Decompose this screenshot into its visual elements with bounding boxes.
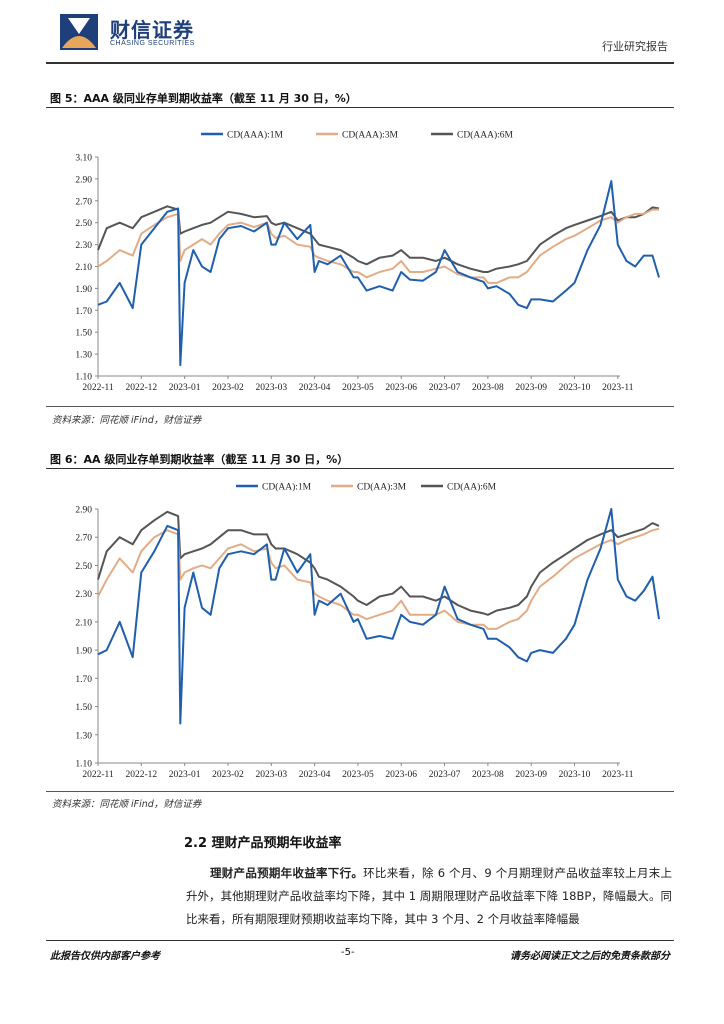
- y-tick-label: 1.10: [75, 373, 92, 383]
- series-line-cd-aaa-3m: [97, 208, 659, 284]
- x-tick-label: 2023-02: [212, 770, 244, 780]
- x-tick-label: 2023-05: [342, 383, 374, 393]
- x-tick-label: 2023-07: [429, 770, 461, 780]
- aa-cd-yield-chart: 2.90 2.70 2.50 2.30 2.10 1.90 1.70 1.50 1.30 1.10…: [75, 482, 660, 780]
- x-tick-label: 2023-10: [559, 383, 591, 393]
- company-name: 财信证券: [110, 18, 194, 42]
- figure-5-source: 资料来源：同花顺 iFind，财信证券: [52, 415, 202, 426]
- x-tick-label: 2023-06: [385, 770, 417, 780]
- paragraph-lead: 理财产品预期年收益率下行。: [210, 866, 364, 880]
- x-tick-label: 2023-03: [255, 770, 287, 780]
- y-tick-label: 1.30: [75, 731, 92, 741]
- y-tick-label: 2.70: [75, 197, 92, 207]
- figure-6-bottom-divider: [46, 791, 674, 792]
- y-tick-label: 2.50: [75, 562, 92, 572]
- x-tick-label: 2022-12: [125, 383, 157, 393]
- x-tick-label: 2023-01: [169, 383, 201, 393]
- footer-disclaimer-left: 此报告仅供内部客户参考: [50, 951, 160, 962]
- y-tick-label: 1.30: [75, 351, 92, 361]
- footer-divider: [46, 940, 674, 941]
- company-logo-icon: [60, 14, 98, 50]
- x-tick-label: 2023-09: [515, 770, 547, 780]
- x-tick-label: 2022-12: [125, 770, 157, 780]
- x-tick-label: 2023-09: [515, 383, 547, 393]
- figure-6-title-divider: [46, 468, 674, 469]
- x-tick-label: 2022-11: [82, 770, 114, 780]
- figure-5-title: 图 5：AAA 级同业存单到期收益率（截至 11 月 30 日，%）: [50, 92, 357, 105]
- y-tick-label: 2.90: [75, 506, 92, 516]
- company-name-en: CHASING SECURITIES: [110, 40, 195, 47]
- x-tick-label: 2023-08: [472, 383, 504, 393]
- figure-5-bottom-divider: [46, 406, 674, 407]
- figure-6-title: 图 6：AA 级同业存单到期收益率（截至 11 月 30 日，%）: [50, 453, 349, 466]
- series-line-cd-aaa-1m: [97, 180, 660, 367]
- footer-disclaimer-right: 请务必阅读正文之后的免责条款部分: [510, 951, 670, 962]
- y-tick-label: 1.10: [75, 760, 92, 770]
- x-tick-label: 2023-05: [342, 770, 374, 780]
- x-tick-label: 2023-04: [299, 770, 331, 780]
- figure-5-title-divider: [46, 107, 674, 108]
- y-tick-label: 2.90: [75, 175, 92, 185]
- y-tick-label: 2.30: [75, 241, 92, 251]
- page-number: -5-: [341, 947, 355, 958]
- x-tick-label: 2022-11: [82, 383, 114, 393]
- series-line-cd-aa-1m: [97, 508, 660, 725]
- series-line-cd-aa-3m: [97, 527, 660, 630]
- series-line-cd-aaa-6m: [97, 205, 660, 273]
- paragraph-body: 环比来看，除 6 个月、9 个月期理财产品收益率较上月末上升外，其他期理财产品收…: [186, 866, 672, 926]
- aaa-cd-yield-chart: 3.10 2.90 2.70 2.50 2.30 2.10 1.90 1.70 1.50 1.30…: [75, 130, 660, 393]
- series-line-cd-aa-6m: [97, 510, 660, 616]
- legend-label: CD(AA):1M: [262, 482, 312, 493]
- x-tick-label: 2023-06: [385, 383, 417, 393]
- y-tick-label: 1.50: [75, 329, 92, 339]
- legend-label: CD(AAA):6M: [457, 130, 513, 141]
- legend-label: CD(AAA):3M: [342, 130, 398, 141]
- y-tick-label: 1.70: [75, 675, 92, 685]
- legend-label: CD(AA):3M: [357, 482, 407, 493]
- legend-label: CD(AA):6M: [447, 482, 497, 493]
- y-tick-label: 1.90: [75, 647, 92, 657]
- legend-label: CD(AAA):1M: [227, 130, 283, 141]
- x-tick-label: 2023-03: [255, 383, 287, 393]
- x-tick-label: 2023-10: [559, 770, 591, 780]
- x-tick-label: 2023-08: [472, 770, 504, 780]
- y-tick-label: 1.90: [75, 285, 92, 295]
- y-tick-label: 2.30: [75, 590, 92, 600]
- report-type-label: 行业研究报告: [602, 40, 668, 53]
- x-tick-label: 2023-02: [212, 383, 244, 393]
- y-tick-label: 1.70: [75, 307, 92, 317]
- y-tick-label: 2.10: [75, 618, 92, 628]
- figure-6-source: 资料来源：同花顺 iFind，财信证券: [52, 799, 202, 810]
- x-tick-label: 2023-07: [429, 383, 461, 393]
- x-tick-label: 2023-01: [169, 770, 201, 780]
- y-tick-label: 2.10: [75, 263, 92, 273]
- y-tick-label: 2.50: [75, 219, 92, 229]
- section-heading: 2.2 理财产品预期年收益率: [184, 836, 342, 851]
- x-tick-label: 2023-04: [299, 383, 331, 393]
- x-tick-label: 2023-11: [602, 770, 634, 780]
- header-divider: [46, 62, 674, 64]
- x-tick-label: 2023-11: [602, 383, 634, 393]
- y-tick-label: 2.70: [75, 534, 92, 544]
- y-tick-label: 1.50: [75, 703, 92, 713]
- section-paragraph: 理财产品预期年收益率下行。环比来看，除 6 个月、9 个月期理财产品收益率较上月…: [186, 862, 672, 931]
- y-tick-label: 3.10: [75, 154, 92, 164]
